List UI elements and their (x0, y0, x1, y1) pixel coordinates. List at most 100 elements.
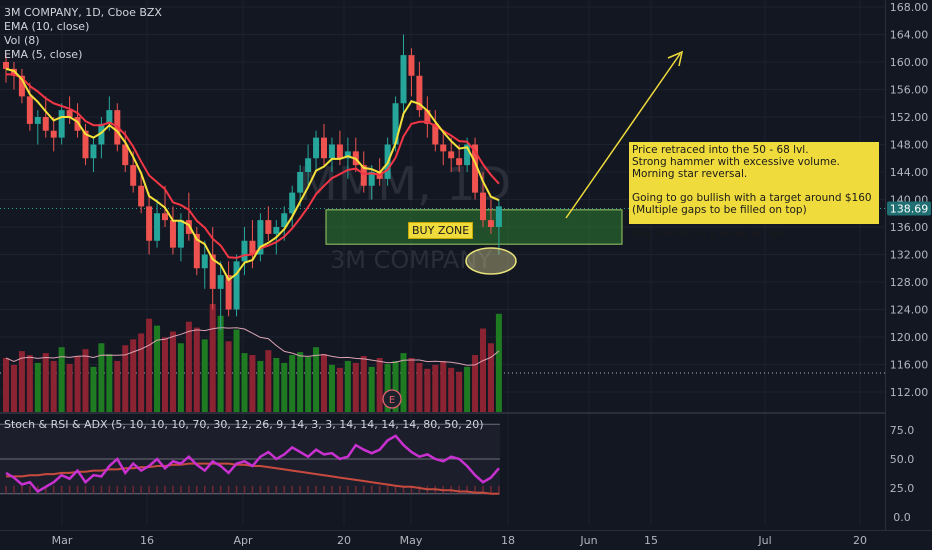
volume-bar (114, 360, 121, 412)
price-tick-label: 148.00 (890, 139, 929, 152)
ema5-line (5, 67, 500, 282)
volume-bar (154, 325, 161, 412)
candle-body (66, 110, 73, 117)
volume-bar (472, 355, 479, 412)
candle-body (249, 240, 256, 255)
volume-bar (487, 343, 494, 412)
last-price-tag: 138.69 (887, 201, 931, 216)
oscillator-fast-line (5, 434, 500, 494)
volume-bar (344, 360, 351, 412)
volume-ma-curve (5, 327, 500, 366)
candle-body (193, 233, 200, 269)
volume-bar (289, 355, 296, 412)
volume-bar (18, 351, 25, 412)
volume-bar (209, 304, 216, 412)
candle-body (58, 110, 65, 138)
volume-bar (162, 337, 168, 412)
candle-body (257, 220, 264, 255)
volume-bar (448, 367, 455, 412)
candle-body (130, 165, 137, 186)
volume-bar (305, 357, 312, 412)
volume-bar (146, 318, 153, 412)
volume-bar (90, 366, 97, 412)
buy-zone-label: BUY ZONE (408, 222, 474, 239)
volume-bar (42, 353, 49, 412)
last-price-label: 138.69 (890, 203, 929, 216)
time-tick-label: Jul (757, 534, 771, 547)
volume-bar (400, 353, 407, 412)
volume-bar (98, 343, 105, 412)
volume-bar (480, 328, 486, 412)
candle-body (154, 213, 161, 241)
volume-bar (201, 339, 208, 412)
target-arrow (565, 53, 681, 219)
candle-body (122, 144, 129, 166)
volume-bar (281, 362, 288, 412)
price-grid (0, 0, 885, 525)
candle-body (495, 206, 502, 227)
legend-ema10: EMA (10, close) (4, 20, 90, 33)
candle-body (400, 55, 407, 104)
candle-body (328, 144, 335, 159)
candle-body (225, 275, 232, 310)
legend-vol: Vol (8) (4, 34, 40, 47)
candle-body (34, 117, 41, 124)
volume-bar (225, 341, 232, 412)
time-tick-label: May (400, 534, 423, 547)
candle-body (273, 227, 280, 234)
volume-bar (34, 362, 41, 412)
price-tick-label: 132.00 (890, 249, 929, 262)
volume-bar (130, 339, 137, 412)
candle-body (82, 130, 89, 159)
volume-bar (74, 356, 81, 412)
candle-body (177, 220, 184, 248)
candle-body (480, 192, 486, 221)
oscillator-tick-label: 75.0 (890, 424, 915, 437)
candle-body (289, 192, 296, 214)
volume-bar (408, 358, 415, 412)
time-tick-label: 20 (337, 534, 351, 547)
buy-zone-box (325, 209, 623, 245)
watermark-symbol: MMM, 1D (298, 157, 511, 211)
volume-bar (106, 354, 113, 412)
candle-body (368, 172, 375, 186)
candle-body (265, 220, 272, 234)
candle-body (146, 206, 153, 241)
volume-bar (50, 360, 57, 412)
earnings-marker[interactable]: E (382, 389, 402, 409)
candle-body (336, 144, 343, 159)
volume-bar (360, 356, 367, 412)
candle-body (456, 158, 463, 166)
candle-body (321, 137, 327, 159)
volume-bar (416, 362, 423, 412)
volume-bar (10, 364, 17, 412)
volume-bar (26, 355, 33, 412)
legend-ema5: EMA (5, close) (4, 48, 83, 61)
volume-bar (177, 343, 184, 412)
volume-bar (138, 333, 145, 412)
time-tick-label: 20 (853, 534, 867, 547)
candle-body (233, 261, 240, 310)
price-tick-label: 124.00 (890, 304, 929, 317)
volume-bar (122, 345, 129, 412)
price-tick-label: 144.00 (890, 166, 929, 179)
candle-body (26, 96, 33, 124)
price-tick-label: 116.00 (890, 359, 929, 372)
main-legend: 3M COMPANY, 1D, Cboe BZX EMA (10, close)… (4, 6, 162, 62)
candle-body (440, 144, 447, 152)
price-tick-label: 168.00 (890, 1, 929, 14)
volume-bar (193, 327, 200, 412)
trade-annotation: Price retraced into the 50 - 68 lvl. Str… (629, 142, 879, 240)
candle-body (169, 220, 176, 248)
candle-body (313, 137, 320, 159)
time-tick-label: 15 (644, 534, 658, 547)
price-tick-label: 164.00 (890, 29, 929, 42)
ema10-line (6, 73, 500, 259)
oscillator-tick-label: 25.0 (890, 482, 915, 495)
volume-bar (328, 364, 335, 412)
legend-title: 3M COMPANY, 1D, Cboe BZX (4, 6, 162, 19)
volume-bar (495, 313, 502, 412)
volume-bar (233, 329, 240, 412)
price-tick-label: 136.00 (890, 221, 929, 234)
